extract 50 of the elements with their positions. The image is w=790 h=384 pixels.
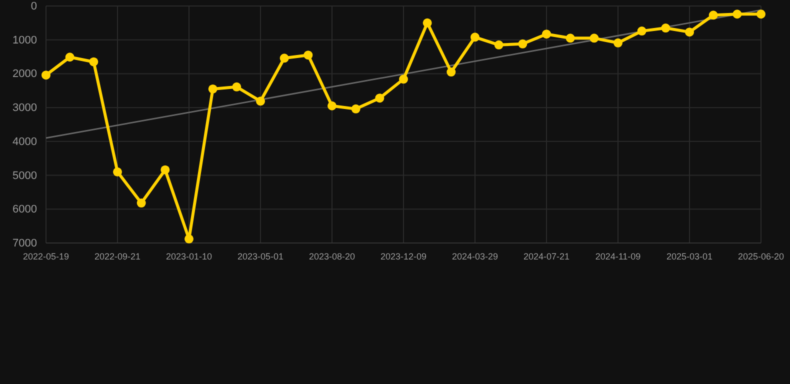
point (160, 165, 170, 174)
point (685, 28, 694, 37)
point (375, 94, 384, 103)
point (614, 38, 622, 48)
x-tick-label: 2023-08-20 (308, 251, 356, 262)
x-tick-label: 2023-01-10 (166, 251, 212, 262)
point (232, 82, 242, 92)
point (304, 50, 313, 60)
point (65, 52, 74, 62)
point (542, 30, 551, 39)
point (42, 70, 50, 80)
x-tick-label: 2025-06-20 (738, 251, 784, 262)
point (494, 40, 504, 50)
point (518, 39, 528, 48)
point (351, 104, 360, 114)
x-tick-label: 2024-11-09 (595, 251, 641, 262)
point (280, 54, 289, 63)
point (256, 96, 265, 106)
x-tick-label: 2024-07-21 (523, 251, 570, 262)
y-tick-label: 1000 (12, 34, 37, 46)
point (566, 34, 575, 43)
x-tick-label: 2025-03-01 (666, 251, 713, 262)
y-tick-label: 2000 (12, 68, 37, 80)
point (708, 10, 718, 20)
point (89, 57, 98, 66)
point (399, 74, 408, 84)
point (422, 18, 432, 28)
point (470, 32, 480, 42)
x-tick-label: 2023-05-01 (237, 251, 284, 262)
x-tick-label: 2022-05-19 (22, 251, 70, 262)
y-tick-label: 6000 (12, 204, 37, 216)
y-tick-label: 3000 (12, 102, 37, 114)
point (208, 84, 218, 94)
point (113, 167, 122, 176)
y-tick-label: 5000 (12, 170, 37, 182)
y-tick-label: 7000 (12, 238, 37, 250)
x-tick-label: 2024-03-29 (452, 251, 498, 262)
point (328, 101, 336, 110)
point (732, 10, 742, 19)
point (136, 198, 146, 208)
point (637, 26, 646, 36)
x-tick-label: 2022-09-21 (94, 251, 141, 262)
y-tick-label: 4000 (12, 136, 37, 148)
point (446, 68, 456, 77)
point (184, 234, 194, 244)
point (590, 34, 599, 43)
point (756, 10, 766, 19)
point (661, 24, 670, 33)
x-tick-label: 2023-12-09 (380, 251, 427, 262)
y-tick-label: 0 (30, 0, 37, 13)
